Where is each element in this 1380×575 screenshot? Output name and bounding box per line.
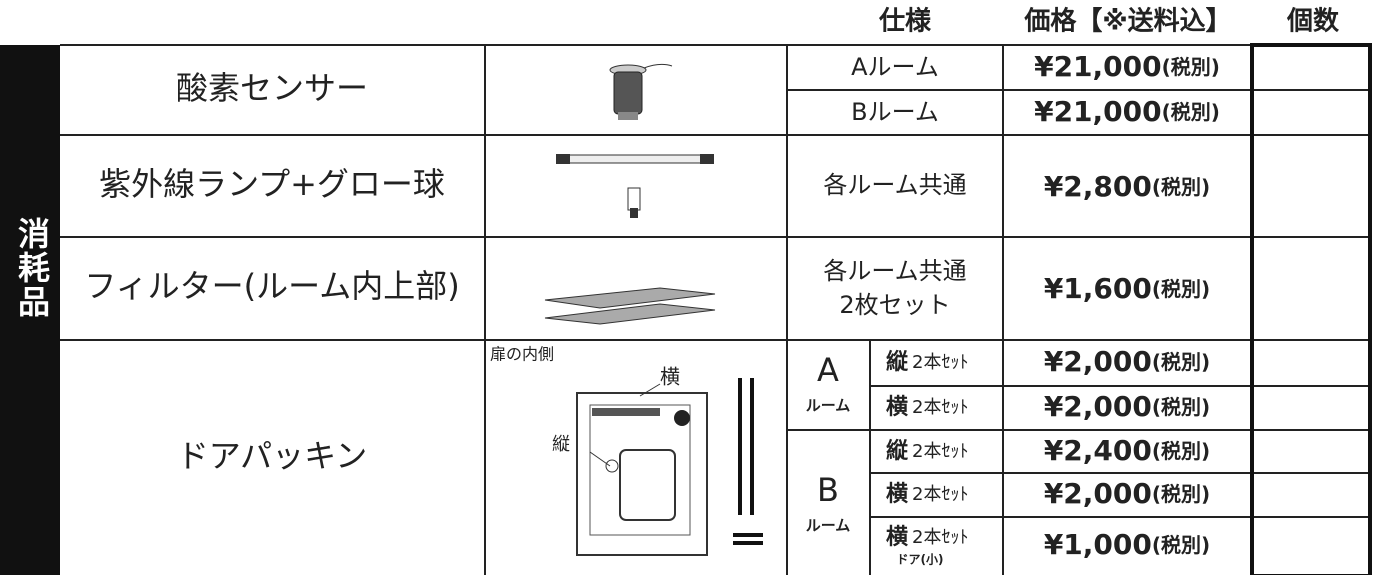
price-tax: (税別) (1152, 395, 1210, 419)
set: 2本ｾｯﾄ (912, 484, 968, 505)
price: ¥21,000(税別) (1034, 50, 1220, 83)
header-price: 価格【※送料込】 (1023, 6, 1231, 37)
spec: Bルーム (851, 98, 939, 126)
item-name: ドアパッキン (177, 437, 367, 475)
set-spec: 横 2本ｾｯﾄ (886, 395, 968, 420)
set: 2本ｾｯﾄ (912, 441, 968, 462)
room: A (817, 351, 839, 389)
price-value: ¥21,000 (1034, 50, 1162, 83)
set-spec: 横 2本ｾｯﾄ (886, 482, 968, 507)
price-tax: (税別) (1152, 533, 1210, 557)
price-value: ¥21,000 (1034, 95, 1162, 128)
price: ¥1,600(税別) (1044, 272, 1210, 305)
price-tax: (税別) (1152, 482, 1210, 506)
price: ¥2,800(税別) (1044, 170, 1210, 203)
price: ¥2,000(税別) (1044, 390, 1210, 423)
set-spec: 縦 2本ｾｯﾄ (886, 439, 968, 464)
price-tax: (税別) (1152, 439, 1210, 463)
set: 2本ｾｯﾄ (912, 527, 968, 548)
spec: 各ルーム共通 (823, 257, 966, 285)
item-name: 紫外線ランプ+グロー球 (99, 165, 445, 203)
price-tax: (税別) (1152, 277, 1210, 301)
side-bar (0, 45, 60, 575)
set-spec: 横 2本ｾｯﾄ (886, 525, 968, 550)
set: 2本ｾｯﾄ (912, 397, 968, 418)
filter-image (544, 287, 716, 325)
room-suffix: ルーム (806, 397, 851, 415)
price-value: ¥2,000 (1044, 345, 1152, 378)
item-name: フィルター(ルーム内上部) (84, 267, 459, 305)
kind: 縦 (886, 350, 909, 375)
spec: 各ルーム共通 (823, 171, 966, 199)
door-image (576, 378, 763, 556)
price: ¥1,000(税別) (1044, 528, 1210, 561)
set: 2本ｾｯﾄ (912, 352, 968, 373)
side-label: 消耗品 (13, 217, 51, 319)
room-suffix: ルーム (806, 517, 851, 535)
price: ¥21,000(税別) (1034, 95, 1220, 128)
price-tax: (税別) (1152, 175, 1210, 199)
price-value: ¥1,000 (1044, 528, 1152, 561)
header-qty: 個数 (1286, 7, 1340, 37)
kind: 縦 (886, 439, 909, 464)
price-tax: (税別) (1162, 55, 1220, 79)
kind: 横 (886, 482, 908, 507)
price: ¥2,400(税別) (1044, 434, 1210, 467)
note: ドア(小) (897, 552, 944, 567)
price-value: ¥2,000 (1044, 477, 1152, 510)
price-value: ¥1,600 (1044, 272, 1152, 305)
image-label: 扉の内側 (490, 345, 554, 364)
sensor-image (609, 63, 673, 120)
price-value: ¥2,000 (1044, 390, 1152, 423)
image-label: 縦 (552, 434, 570, 455)
price: ¥2,000(税別) (1044, 477, 1210, 510)
price: ¥2,000(税別) (1044, 345, 1210, 378)
spec: 2枚セット (839, 291, 950, 319)
item-name: 酸素センサー (176, 69, 368, 107)
image-label: 横 (660, 365, 680, 389)
kind: 横 (886, 525, 908, 550)
set-spec: 縦 2本ｾｯﾄ (886, 350, 968, 375)
grid (60, 43, 1372, 575)
price-tax: (税別) (1152, 350, 1210, 374)
lamp-image (556, 154, 714, 218)
header-spec: 仕様 (878, 6, 932, 37)
room: B (817, 471, 839, 509)
price-value: ¥2,800 (1044, 170, 1152, 203)
spec: Aルーム (851, 53, 939, 81)
kind: 横 (886, 395, 908, 420)
price-tax: (税別) (1162, 100, 1220, 124)
price-value: ¥2,400 (1044, 434, 1152, 467)
